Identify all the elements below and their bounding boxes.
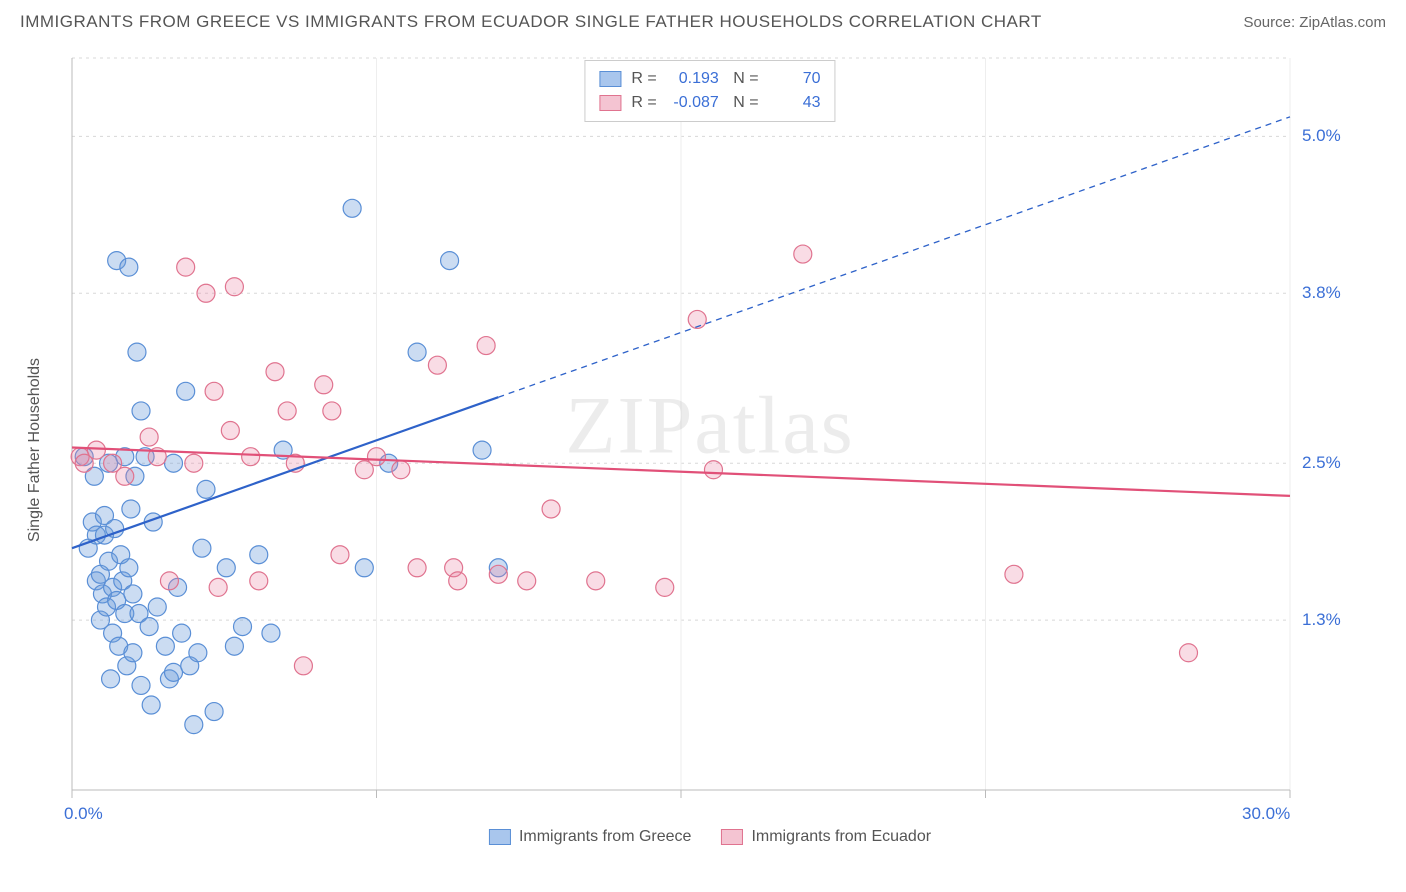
- n-value-greece: 70: [769, 67, 821, 91]
- legend-swatch-ecuador: [721, 829, 743, 845]
- legend-item-ecuador: Immigrants from Ecuador: [721, 828, 931, 846]
- legend-item-greece: Immigrants from Greece: [489, 828, 691, 846]
- swatch-greece: [599, 71, 621, 87]
- r-label: R =: [631, 91, 656, 115]
- swatch-ecuador: [599, 95, 621, 111]
- r-label: R =: [631, 67, 656, 91]
- stats-row-greece: R = 0.193 N = 70: [599, 67, 820, 91]
- x-tick-label: 30.0%: [1242, 804, 1290, 824]
- chart-title: IMMIGRANTS FROM GREECE VS IMMIGRANTS FRO…: [20, 12, 1042, 32]
- legend-label-greece: Immigrants from Greece: [519, 828, 691, 846]
- n-value-ecuador: 43: [769, 91, 821, 115]
- x-tick-label: 0.0%: [64, 804, 103, 824]
- scatter-chart-svg: [70, 50, 1350, 810]
- n-label: N =: [729, 67, 759, 91]
- r-value-ecuador: -0.087: [667, 91, 719, 115]
- y-tick-label: 2.5%: [1302, 453, 1341, 473]
- y-tick-label: 1.3%: [1302, 610, 1341, 630]
- header: IMMIGRANTS FROM GREECE VS IMMIGRANTS FRO…: [0, 0, 1406, 40]
- legend-label-ecuador: Immigrants from Ecuador: [751, 828, 931, 846]
- y-tick-label: 5.0%: [1302, 126, 1341, 146]
- stats-legend: R = 0.193 N = 70 R = -0.087 N = 43: [584, 60, 835, 122]
- chart-container: Single Father Households ZIPatlas R = 0.…: [50, 50, 1390, 850]
- r-value-greece: 0.193: [667, 67, 719, 91]
- source-label: Source: ZipAtlas.com: [1243, 14, 1386, 31]
- stats-row-ecuador: R = -0.087 N = 43: [599, 91, 820, 115]
- plot-area: ZIPatlas R = 0.193 N = 70 R = -0.087 N =…: [70, 50, 1350, 810]
- legend-swatch-greece: [489, 829, 511, 845]
- y-tick-label: 3.8%: [1302, 283, 1341, 303]
- y-axis-label: Single Father Households: [26, 358, 44, 542]
- bottom-legend: Immigrants from Greece Immigrants from E…: [489, 828, 931, 846]
- n-label: N =: [729, 91, 759, 115]
